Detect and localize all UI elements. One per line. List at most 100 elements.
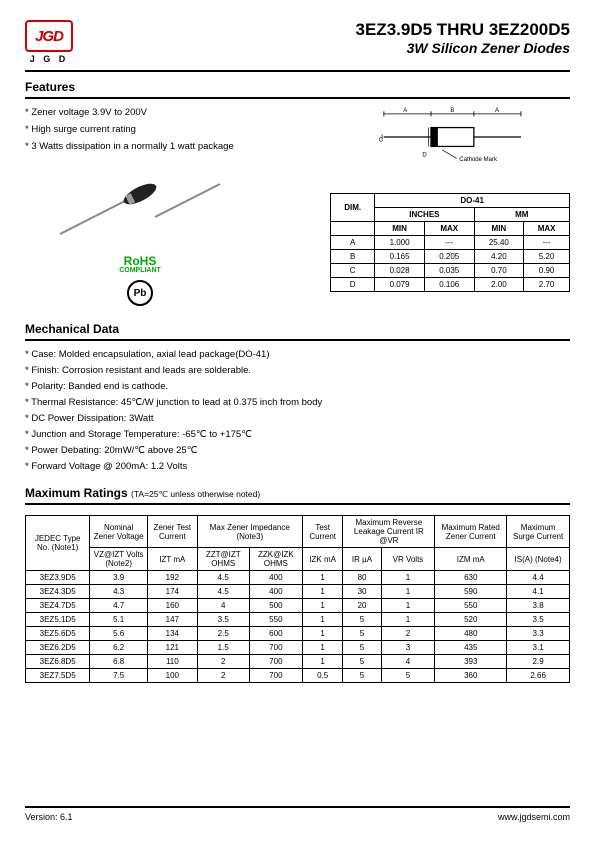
mechanical-item: * Power Debating: 20mW/℃ above 25℃ xyxy=(25,445,570,456)
th-izt: Zener Test Current xyxy=(148,516,198,548)
ratings-cell: 4.7 xyxy=(90,599,148,613)
dim-cell: 0.079 xyxy=(375,278,425,292)
dim-c-label: C xyxy=(379,137,384,143)
dim-cell: 0.106 xyxy=(424,278,474,292)
title-block: 3EZ3.9D5 THRU 3EZ200D5 3W Silicon Zener … xyxy=(356,20,570,56)
th-test: Test Current xyxy=(302,516,342,548)
ratings-cell: 160 xyxy=(148,599,198,613)
ratings-cell: 1 xyxy=(381,613,435,627)
dim-cell: 0.70 xyxy=(474,264,524,278)
features-row: * Zener voltage 3.9V to 200V * High surg… xyxy=(25,107,570,167)
ratings-cell: 3EZ5.6D5 xyxy=(26,627,90,641)
ratings-heading-text: Maximum Ratings xyxy=(25,486,128,500)
th-is: IS(A) (Note4) xyxy=(507,548,570,571)
ratings-cell: 1 xyxy=(381,571,435,585)
package-diagram-area: A B A C D Cathode Mark xyxy=(352,107,570,167)
th-izt-sub: IZT mA xyxy=(148,548,198,571)
dim-cell: 0.205 xyxy=(424,250,474,264)
ratings-cell: 110 xyxy=(148,655,198,669)
dim-d-label: D xyxy=(422,153,427,159)
ratings-cell: 3EZ4.3D5 xyxy=(26,585,90,599)
ratings-cell: 7.5 xyxy=(90,669,148,683)
th-rated: Maximum Rated Zener Current xyxy=(435,516,507,548)
ratings-cell: 5.6 xyxy=(90,627,148,641)
ratings-cell: 4.5 xyxy=(197,585,249,599)
dim-sub: MIN xyxy=(375,222,425,236)
ratings-cell: 1 xyxy=(381,599,435,613)
ratings-cell: 400 xyxy=(249,585,302,599)
ratings-cell: 600 xyxy=(249,627,302,641)
feature-item: * High surge current rating xyxy=(25,124,341,135)
ratings-cell: 3EZ5.1D5 xyxy=(26,613,90,627)
logo-mark: JGD xyxy=(25,20,73,52)
component-image-area: RoHS COMPLIANT Pb xyxy=(25,179,255,306)
dim-cell: --- xyxy=(424,236,474,250)
mechanical-item: * Polarity: Banded end is cathode. xyxy=(25,381,570,392)
ratings-table: JEDEC Type No. (Note1) Nominal Zener Vol… xyxy=(25,515,570,683)
ratings-cell: 147 xyxy=(148,613,198,627)
ratings-cell: 20 xyxy=(343,599,381,613)
ratings-cell: 1 xyxy=(302,655,342,669)
dim-cell: D xyxy=(331,278,375,292)
dim-cell: 0.165 xyxy=(375,250,425,264)
dim-cell: A xyxy=(331,236,375,250)
mechanical-item: * Junction and Storage Temperature: -65℃… xyxy=(25,429,570,440)
ratings-cell: 3.3 xyxy=(507,627,570,641)
ratings-cell: 3EZ7.5D5 xyxy=(26,669,90,683)
ratings-cell: 121 xyxy=(148,641,198,655)
ratings-cell: 700 xyxy=(249,641,302,655)
ratings-cell: 2 xyxy=(197,655,249,669)
ratings-cell: 630 xyxy=(435,571,507,585)
ratings-cell: 520 xyxy=(435,613,507,627)
ratings-cell: 4.1 xyxy=(507,585,570,599)
ratings-cell: 100 xyxy=(148,669,198,683)
page-footer: Version: 6.1 www.jgdsemi.com xyxy=(25,806,570,822)
pb-badge-icon: Pb xyxy=(127,280,153,306)
dim-cell: 0.028 xyxy=(375,264,425,278)
th-zzk: ZZK@IZK OHMS xyxy=(249,548,302,571)
ratings-cell: 134 xyxy=(148,627,198,641)
ratings-cell: 1 xyxy=(302,599,342,613)
ratings-cell: 3 xyxy=(381,641,435,655)
mechanical-item: * DC Power Dissipation: 3Watt xyxy=(25,413,570,424)
dim-sub: MAX xyxy=(424,222,474,236)
ratings-cell: 400 xyxy=(249,571,302,585)
ratings-cell: 550 xyxy=(435,599,507,613)
page-subtitle: 3W Silicon Zener Diodes xyxy=(356,40,570,56)
cathode-mark-label: Cathode Mark xyxy=(459,157,498,163)
ratings-cell: 4.4 xyxy=(507,571,570,585)
ratings-cell: 550 xyxy=(249,613,302,627)
component-row: RoHS COMPLIANT Pb DIM.DO-41 INCHESMM MIN… xyxy=(25,179,570,306)
dim-sub: MAX xyxy=(524,222,570,236)
ratings-cell: 1 xyxy=(302,571,342,585)
ratings-cell: 1 xyxy=(302,585,342,599)
th-zmax: Max Zener Impedance (Note3) xyxy=(197,516,302,548)
ratings-cell: 2 xyxy=(381,627,435,641)
ratings-cell: 1.5 xyxy=(197,641,249,655)
ratings-cell: 6.2 xyxy=(90,641,148,655)
version-label: Version: 6.1 xyxy=(25,812,73,822)
diode-photo xyxy=(50,179,230,249)
dim-head: DIM. xyxy=(331,194,375,222)
ratings-cell: 80 xyxy=(343,571,381,585)
ratings-cell: 590 xyxy=(435,585,507,599)
mechanical-list: * Case: Molded encapsulation, axial lead… xyxy=(25,349,570,472)
th-surge: Maximum Surge Current xyxy=(507,516,570,548)
logo-letters: J G D xyxy=(30,54,69,64)
package-outline-diagram: A B A C D Cathode Mark xyxy=(361,107,561,167)
dim-b-label: B xyxy=(450,108,454,114)
ratings-cell: 5 xyxy=(343,655,381,669)
ratings-cell: 30 xyxy=(343,585,381,599)
ratings-cell: 174 xyxy=(148,585,198,599)
ratings-cell: 5 xyxy=(343,613,381,627)
ratings-cell: 5 xyxy=(381,669,435,683)
ratings-cell: 1 xyxy=(302,641,342,655)
th-vr: VR Volts xyxy=(381,548,435,571)
ratings-cell: 700 xyxy=(249,669,302,683)
ratings-cell: 2.5 xyxy=(197,627,249,641)
ratings-cell: 4.5 xyxy=(197,571,249,585)
mechanical-item: * Case: Molded encapsulation, axial lead… xyxy=(25,349,570,360)
ratings-cell: 3.5 xyxy=(507,613,570,627)
mechanical-item: * Thermal Resistance: 45℃/W junction to … xyxy=(25,397,570,408)
th-vz: Nominal Zener Voltage xyxy=(90,516,148,548)
